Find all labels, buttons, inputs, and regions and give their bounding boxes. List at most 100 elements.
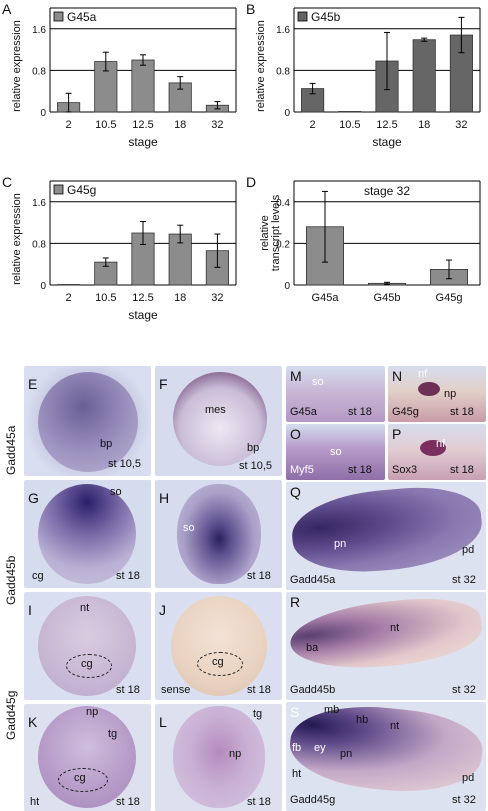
ann-e-bp: bp — [100, 438, 113, 450]
y-tick-label-c-1: 0.8 — [32, 239, 46, 250]
x-tick-label-d-0: G45a — [312, 292, 340, 304]
embryo-k — [38, 706, 136, 808]
x-tick-label-b-4: 32 — [455, 119, 467, 131]
panel-label-c: C — [2, 174, 12, 190]
embryo-h — [177, 484, 261, 584]
panel-q: pn pd Gadd45a st 32 — [286, 482, 486, 590]
panel-label-s: S — [290, 704, 300, 720]
y-axis-label-d-1: relative — [259, 215, 271, 250]
ann-f-bp: bp — [247, 442, 260, 454]
stage-o: st 18 — [348, 464, 372, 476]
y-tick-label-b-2: 1.6 — [276, 25, 290, 36]
y-tick-label-b-1: 0.8 — [276, 66, 290, 77]
spot-p — [420, 440, 446, 456]
ann-f-mes: mes — [205, 404, 226, 416]
ann-q-gene: Gadd45a — [290, 574, 336, 586]
stage-p: st 18 — [450, 464, 474, 476]
embryo-r — [287, 592, 485, 676]
panel-label-g: G — [28, 490, 39, 506]
panel-h: so st 18 — [155, 480, 282, 588]
legend-a: G45a — [67, 10, 97, 24]
panel-n: nf np G45g st 18 — [388, 366, 486, 422]
stage-i: st 18 — [116, 684, 140, 696]
panel-label-a: A — [2, 1, 12, 17]
stage-f: st 10,5 — [239, 460, 273, 472]
embryo-l — [173, 706, 265, 808]
ann-j-sense: sense — [161, 684, 191, 696]
ann-p-gene: Sox3 — [392, 464, 418, 476]
ann-s-ht: ht — [292, 768, 302, 780]
embryo-g — [38, 484, 136, 584]
x-tick-label-b-2: 12.5 — [376, 119, 397, 131]
ann-r-gene: Gadd45b — [290, 684, 336, 696]
panel-label-j: J — [159, 602, 166, 618]
ann-s-pn: pn — [340, 748, 353, 760]
stage-n: st 18 — [450, 406, 474, 418]
x-tick-label-b-3: 18 — [418, 119, 430, 131]
panel-k: np tg cg ht st 18 — [24, 704, 151, 811]
ann-k-np: np — [86, 706, 99, 718]
panel-m: so G45a st 18 — [286, 366, 385, 422]
x-tick-label-a-2: 12.5 — [132, 119, 153, 131]
y-axis-label-b: relative expression — [255, 20, 267, 112]
stage-m: st 18 — [348, 406, 372, 418]
ann-l-np: np — [229, 748, 242, 760]
ann-q-pn: pn — [334, 538, 347, 550]
legend-c: G45g — [67, 183, 96, 197]
ann-r-ba: ba — [306, 642, 319, 654]
ann-n-gene: G45g — [392, 406, 419, 418]
legend-b: G45b — [311, 10, 341, 24]
panel-r: ba nt Gadd45b st 32 — [286, 592, 486, 700]
cg-outline-j — [197, 652, 243, 676]
panel-j: cg sense st 18 — [155, 592, 282, 700]
panel-label-h: H — [159, 490, 170, 506]
panel-label-e: E — [28, 376, 38, 392]
ann-s-hb: hb — [356, 714, 369, 726]
ann-r-nt: nt — [390, 622, 400, 634]
x-tick-label-d-1: G45b — [374, 292, 401, 304]
stage-s: st 32 — [452, 794, 476, 806]
y-tick-label-d-0: 0 — [284, 281, 290, 292]
stage-e: st 10,5 — [108, 458, 142, 470]
ann-i-nt: nt — [80, 602, 90, 614]
embryo-i — [38, 596, 136, 696]
x-tick-label-c-0: 2 — [66, 292, 72, 304]
panel-label-r: R — [290, 594, 301, 610]
ann-s-gene: Gadd45g — [290, 794, 336, 806]
panel-label-l: L — [159, 714, 167, 730]
ann-q-pd: pd — [462, 544, 475, 556]
y-tick-label-a-0: 0 — [40, 108, 46, 119]
y-tick-label-a-1: 0.8 — [32, 66, 46, 77]
ann-i-cg: cg — [81, 658, 93, 670]
ann-g-cg: cg — [32, 570, 44, 582]
panel-label-q: Q — [290, 484, 301, 500]
ann-k-cg: cg — [74, 772, 86, 784]
embryo-f — [173, 372, 267, 466]
panel-o: so Myf5 st 18 — [286, 424, 385, 480]
y-axis-label-a: relative expression — [11, 20, 23, 112]
panel-p: nf Sox3 st 18 — [388, 424, 486, 480]
ann-m-gene: G45a — [290, 406, 317, 418]
ann-s-ey: ey — [314, 742, 326, 754]
ann-s-nt: nt — [390, 720, 400, 732]
x-tick-label-d-2: G45g — [436, 292, 463, 304]
embryo-e — [38, 372, 138, 472]
ann-s-fb: fb — [292, 742, 302, 754]
stage-l: st 18 — [247, 796, 271, 808]
x-axis-label-a: stage — [128, 135, 158, 149]
y-axis-label-d-2: transcript levels — [270, 194, 282, 271]
y-tick-label-c-2: 1.6 — [32, 198, 46, 209]
panel-g: so cg st 18 — [24, 480, 151, 588]
ann-k-tg: tg — [108, 728, 118, 740]
ann-l-tg: tg — [253, 708, 263, 720]
x-tick-label-c-2: 12.5 — [132, 292, 153, 304]
ann-o-so: so — [330, 446, 342, 458]
panel-s: S mb hb nt fb ey pn ht pd Gadd45g st 32 — [286, 702, 486, 811]
x-tick-label-a-1: 10.5 — [95, 119, 116, 131]
panel-e: bp st 10,5 — [24, 366, 151, 476]
x-tick-label-c-4: 32 — [211, 292, 223, 304]
x-tick-label-a-3: 18 — [174, 119, 186, 131]
stage-r: st 32 — [452, 684, 476, 696]
x-tick-label-c-3: 18 — [174, 292, 186, 304]
